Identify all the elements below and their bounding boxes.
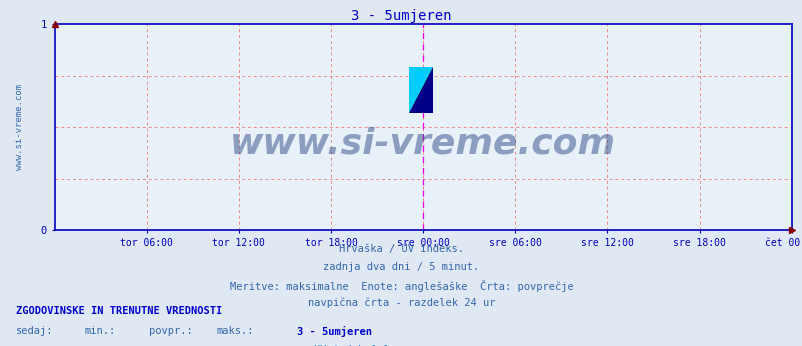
Text: Hrvaška / UV indeks.: Hrvaška / UV indeks. bbox=[338, 244, 464, 254]
Text: www.si-vreme.com: www.si-vreme.com bbox=[14, 84, 24, 170]
Text: navpična črta - razdelek 24 ur: navpična črta - razdelek 24 ur bbox=[307, 298, 495, 308]
Text: UV indeks[-]: UV indeks[-] bbox=[314, 344, 388, 346]
Text: maks.:: maks.: bbox=[217, 326, 254, 336]
Text: Meritve: maksimalne  Enote: anglešaške  Črta: povprečje: Meritve: maksimalne Enote: anglešaške Čr… bbox=[229, 280, 573, 292]
Text: 3 - 5umjeren: 3 - 5umjeren bbox=[350, 9, 452, 22]
Text: 3 - 5umjeren: 3 - 5umjeren bbox=[297, 326, 371, 337]
Text: -nan: -nan bbox=[84, 344, 109, 346]
Text: sedaj:: sedaj: bbox=[16, 326, 54, 336]
Bar bbox=[409, 67, 432, 113]
Text: povpr.:: povpr.: bbox=[148, 326, 192, 336]
Text: min.:: min.: bbox=[84, 326, 115, 336]
Text: -nan: -nan bbox=[148, 344, 173, 346]
Text: -nan: -nan bbox=[16, 344, 41, 346]
Text: zadnja dva dni / 5 minut.: zadnja dva dni / 5 minut. bbox=[323, 262, 479, 272]
Polygon shape bbox=[409, 67, 432, 113]
Text: ZGODOVINSKE IN TRENUTNE VREDNOSTI: ZGODOVINSKE IN TRENUTNE VREDNOSTI bbox=[16, 306, 222, 316]
Text: www.si-vreme.com: www.si-vreme.com bbox=[230, 127, 615, 161]
Polygon shape bbox=[409, 67, 432, 113]
Text: -nan: -nan bbox=[217, 344, 241, 346]
